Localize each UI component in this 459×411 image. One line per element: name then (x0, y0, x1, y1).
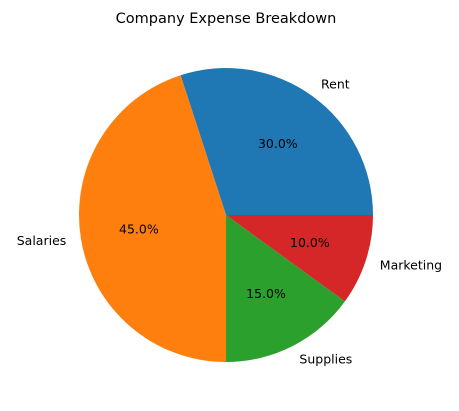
pie-slice-marketing (226, 215, 373, 302)
pie-slice-rent (180, 68, 373, 216)
pie-pct-label-supplies: 15.0% (246, 286, 286, 301)
chart-title: Company Expense Breakdown (116, 11, 337, 27)
pie-pct-label-salaries: 45.0% (119, 221, 159, 236)
pie-pct-label-marketing: 10.0% (290, 235, 330, 250)
pie-category-label-rent: Rent (321, 77, 350, 92)
pie-slice-supplies (226, 215, 345, 362)
pie-category-label-salaries: Salaries (17, 233, 67, 248)
pie-category-label-supplies: Supplies (299, 352, 352, 367)
pie-slice-salaries (79, 75, 226, 362)
pie-category-label-marketing: Marketing (380, 257, 442, 272)
pie-slices (79, 68, 373, 362)
pie-labels: 30.0% Rent 45.0% Salaries 15.0% Supplies 10.0%… (17, 77, 442, 367)
pie-pct-label-rent: 30.0% (258, 136, 298, 151)
